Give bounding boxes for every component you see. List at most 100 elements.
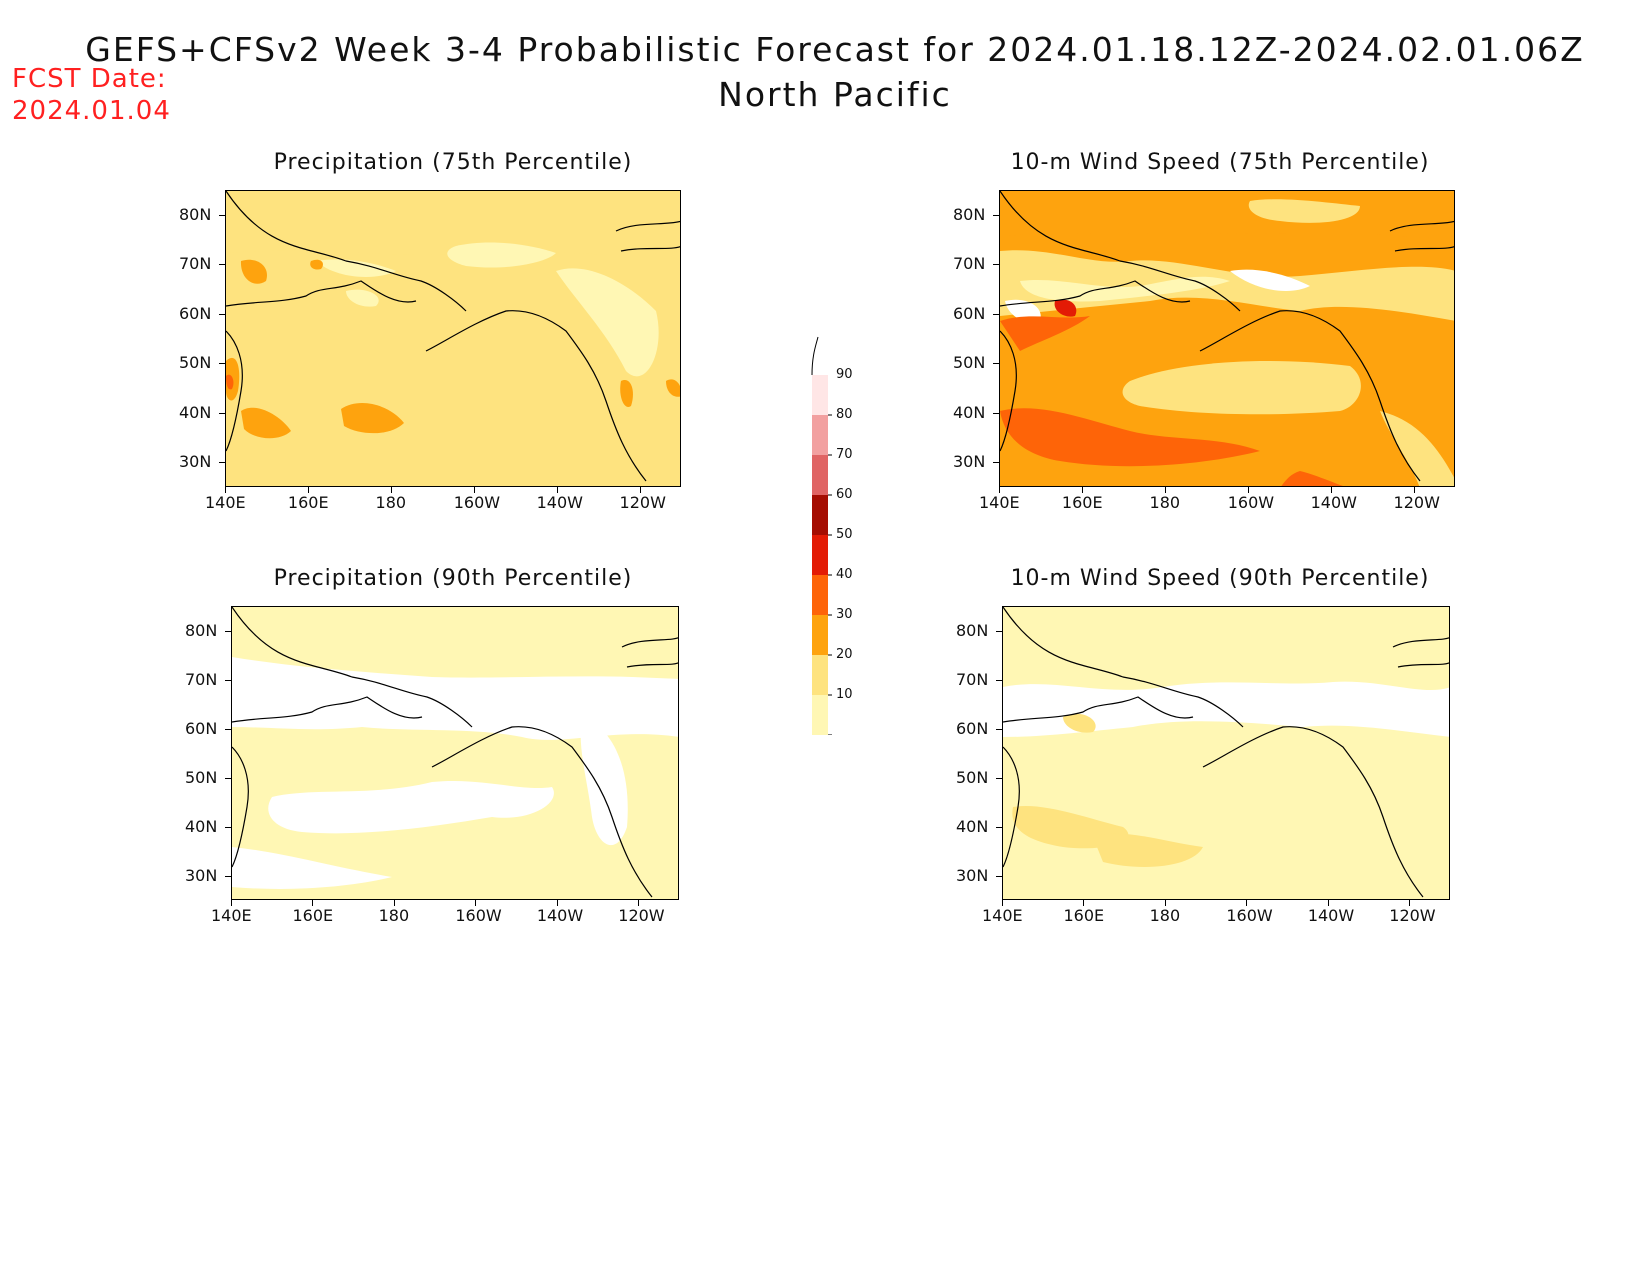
lon-tick-wind-90: [1083, 900, 1085, 906]
colorbar-box-20: [812, 655, 828, 695]
lat-label-wind-90: 30N: [956, 865, 989, 885]
lon-label-wind-90: 160W: [1226, 906, 1273, 925]
lon-label-wind-75: 180: [1149, 493, 1181, 512]
lat-label-wind-75: 50N: [953, 353, 986, 373]
colorbar-box-30: [812, 615, 828, 655]
colorbar-box-90: [812, 375, 828, 415]
lat-tick-wind-75: [993, 462, 999, 464]
lon-label-precip-90: 160W: [455, 906, 502, 925]
lat-label-precip-90: 70N: [185, 669, 218, 689]
lon-label-precip-75: 160E: [287, 493, 329, 512]
lon-tick-precip-75: [307, 487, 309, 493]
lon-label-wind-75: 160W: [1227, 493, 1275, 512]
lon-label-wind-75: 120W: [1393, 493, 1440, 512]
colorbar-box-50: [812, 535, 828, 575]
lon-tick-wind-90: [1246, 900, 1248, 906]
lat-tick-wind-75: [993, 264, 999, 266]
lat-tick-precip-75: [219, 462, 225, 464]
lon-tick-precip-75: [473, 487, 475, 493]
lon-tick-precip-75: [639, 487, 641, 493]
lat-label-precip-75: 30N: [179, 452, 212, 472]
lat-label-precip-75: 80N: [179, 204, 212, 224]
lon-label-wind-90: 160E: [1063, 906, 1105, 925]
lat-label-precip-75: 60N: [179, 303, 212, 323]
colorbar-label-10: 10: [836, 687, 853, 702]
panel-title-precip-75: Precipitation (75th Percentile): [273, 150, 633, 175]
lon-label-precip-90: 120W: [618, 906, 665, 925]
colorbar-box-70: [812, 455, 828, 495]
lon-tick-wind-75: [1330, 487, 1332, 493]
colorbar-label-50: 50: [836, 527, 853, 542]
lat-tick-wind-75: [993, 214, 999, 216]
lon-label-precip-75: 160W: [453, 493, 501, 512]
lon-label-wind-75: 140E: [979, 493, 1020, 512]
lat-label-precip-90: 30N: [185, 865, 218, 885]
lat-tick-wind-90: [996, 777, 1002, 779]
colorbar-label-80: 80: [836, 407, 853, 422]
colorbar-box-60: [812, 495, 828, 535]
lat-tick-precip-75: [219, 363, 225, 365]
lat-label-precip-90: 50N: [185, 767, 218, 787]
colorbar-label-90: 90: [836, 367, 853, 382]
lat-label-wind-90: 70N: [956, 669, 989, 689]
lon-tick-wind-90: [1164, 900, 1166, 906]
colorbar-label-60: 60: [836, 487, 853, 502]
lon-label-precip-75: 140E: [205, 493, 246, 512]
colorbar-label-70: 70: [836, 447, 853, 462]
lat-tick-precip-90: [225, 826, 231, 828]
lat-tick-precip-90: [225, 728, 231, 730]
lon-label-precip-75: 140W: [536, 493, 583, 512]
lat-label-precip-90: 80N: [185, 620, 218, 640]
map-precip-75: [225, 190, 681, 487]
lat-label-precip-90: 40N: [185, 816, 218, 836]
lat-tick-wind-90: [996, 728, 1002, 730]
main-title: GEFS+CFSv2 Week 3-4 Probabilistic Foreca…: [85, 30, 1585, 69]
lon-tick-precip-90: [393, 900, 395, 906]
lon-tick-precip-90: [638, 900, 640, 906]
lat-label-wind-90: 60N: [956, 718, 989, 738]
lon-label-wind-90: 120W: [1389, 906, 1436, 925]
lat-tick-wind-90: [996, 875, 1002, 877]
lat-tick-wind-90: [996, 826, 1002, 828]
lat-label-precip-75: 40N: [179, 402, 212, 422]
fcst-date-label: FCST Date:: [12, 64, 167, 94]
lon-tick-precip-75: [556, 487, 558, 493]
colorbar-box-10: [812, 695, 828, 735]
lat-label-wind-75: 60N: [953, 303, 986, 323]
lon-label-precip-90: 160E: [292, 906, 334, 925]
lon-tick-precip-90: [475, 900, 477, 906]
colorbar-label-40: 40: [836, 567, 853, 582]
lon-tick-wind-90: [1409, 900, 1411, 906]
region-subtitle: North Pacific: [718, 75, 952, 114]
lat-tick-wind-90: [996, 630, 1002, 632]
lon-label-wind-75: 140W: [1310, 493, 1357, 512]
colorbar: 10 20 30 40 50 60 70 80 90: [800, 335, 853, 776]
colorbar-label-20: 20: [836, 647, 853, 662]
lat-tick-wind-90: [996, 679, 1002, 681]
lat-tick-precip-90: [225, 630, 231, 632]
lon-tick-wind-90: [1002, 900, 1003, 906]
lat-label-wind-75: 40N: [953, 402, 986, 422]
lat-tick-wind-75: [993, 412, 999, 414]
lon-tick-wind-75: [999, 487, 1000, 493]
map-wind-75: [999, 190, 1455, 487]
lon-label-wind-90: 180: [1149, 906, 1181, 925]
lat-label-wind-75: 80N: [953, 204, 986, 224]
lon-label-precip-90: 180: [378, 906, 410, 925]
lon-tick-wind-75: [1247, 487, 1249, 493]
lat-label-precip-90: 60N: [185, 718, 218, 738]
lon-label-precip-90: 140W: [536, 906, 584, 925]
lat-tick-precip-75: [219, 214, 225, 216]
lat-label-wind-90: 40N: [956, 816, 989, 836]
map-precip-90: [231, 606, 679, 900]
colorbar-label-30: 30: [836, 607, 853, 622]
lon-label-precip-90: 140E: [211, 906, 252, 925]
colorbar-box-40: [812, 575, 828, 615]
panel-title-precip-90: Precipitation (90th Percentile): [273, 566, 633, 591]
lat-label-precip-75: 70N: [179, 254, 212, 274]
lon-tick-precip-75: [390, 487, 392, 493]
lon-label-wind-90: 140E: [982, 906, 1023, 925]
lat-tick-precip-75: [219, 264, 225, 266]
lon-tick-wind-90: [1327, 900, 1329, 906]
lon-tick-precip-90: [312, 900, 314, 906]
